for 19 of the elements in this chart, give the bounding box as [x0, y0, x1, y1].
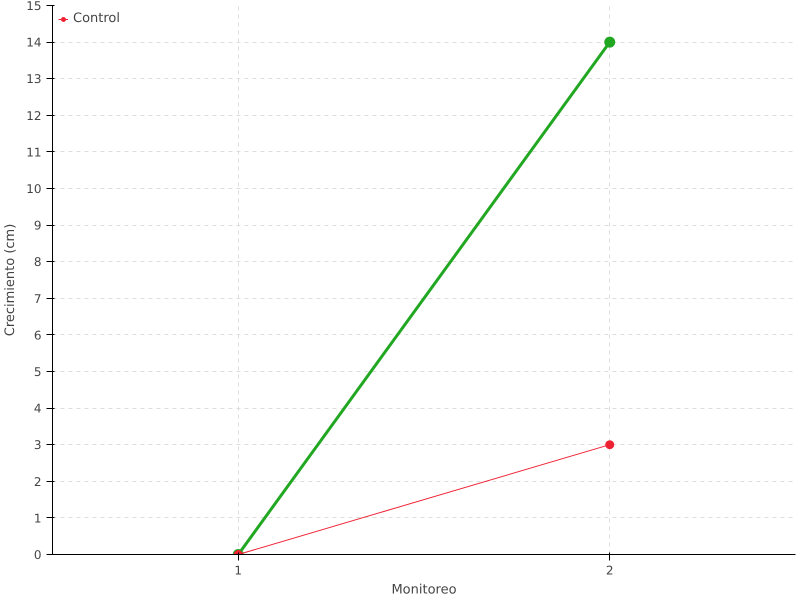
y-tick-label: 5: [34, 365, 42, 379]
y-tick-label: 4: [34, 402, 42, 416]
y-tick-label: 15: [26, 0, 42, 13]
y-tick-label: 0: [34, 548, 42, 562]
y-tick-label: 6: [34, 328, 42, 342]
y-tick-label: 14: [26, 36, 42, 50]
legend-label: Control: [73, 11, 120, 26]
y-tick-label: 7: [34, 292, 42, 306]
y-axis-title: Crecimiento (cm): [3, 224, 18, 336]
y-tick-label: 9: [34, 218, 42, 233]
x-axis-title: Monitoreo: [391, 582, 457, 598]
y-tick-label: 13: [26, 72, 42, 86]
y-tick-label: 8: [34, 255, 42, 270]
y-tick-label: 1: [34, 511, 42, 526]
y-tick-label: 11: [26, 145, 42, 160]
y-tick-label: 3: [34, 438, 42, 452]
y-tick-label: 10: [26, 182, 42, 196]
y-tick-label: 12: [26, 108, 42, 123]
y-tick-label: 2: [34, 474, 42, 489]
